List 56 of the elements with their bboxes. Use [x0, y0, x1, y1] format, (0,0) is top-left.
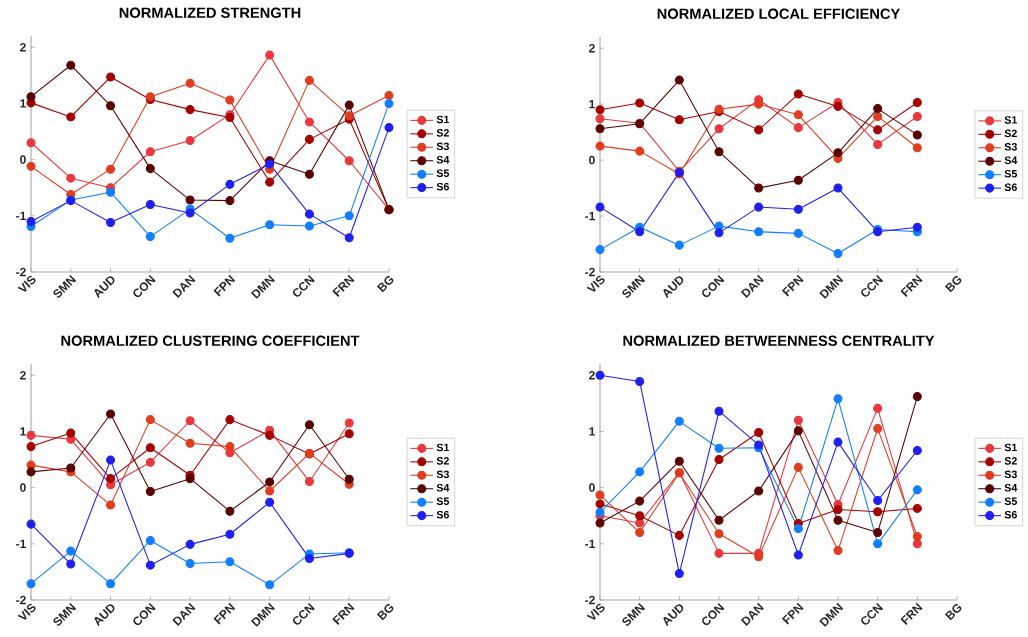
y-tick-label: 1	[589, 427, 595, 436]
legend-label: S6	[1004, 183, 1017, 191]
legend-label: S3	[1004, 470, 1017, 479]
y-tick-label: 2	[589, 371, 595, 380]
legend-label: S2	[436, 457, 449, 465]
y-tick-label: 1	[20, 99, 26, 108]
chart-title: NORMALIZED STRENGTH	[119, 7, 301, 18]
chart-title: NORMALIZED BETWEENNESS CENTRALITY	[623, 335, 935, 346]
y-tick-label: 1	[589, 100, 595, 109]
y-tick-label: 0	[589, 155, 595, 165]
legend-label: S4	[436, 156, 450, 164]
y-tick-label: 2	[20, 371, 26, 380]
y-tick-label: 0	[589, 483, 595, 492]
y-tick-label: -1	[585, 211, 595, 221]
legend-label: S5	[1004, 169, 1018, 178]
y-tick-label: 2	[589, 44, 595, 53]
legend-label: S5	[436, 497, 450, 505]
legend-label: S1	[436, 115, 450, 124]
x-tick-label: VIS	[586, 603, 605, 620]
legend-label: S5	[1004, 497, 1018, 505]
legend-label: S6	[436, 510, 449, 519]
legend-label: S3	[436, 470, 449, 479]
x-tick-label: VIS	[586, 275, 605, 292]
legend-label: S4	[436, 484, 450, 492]
y-tick-label: -2	[16, 267, 26, 277]
legend-label: S3	[1004, 143, 1017, 151]
y-tick-label: 2	[20, 43, 26, 52]
x-tick-label: BG	[944, 604, 962, 621]
legend-label: S1	[1004, 116, 1018, 124]
y-tick-label: -2	[585, 595, 595, 605]
legend-label: S1	[1004, 443, 1018, 452]
x-tick-label: BG	[376, 276, 394, 293]
x-tick-label: VIS	[17, 275, 36, 292]
x-tick-label: BG	[944, 276, 962, 293]
x-tick-label: BG	[376, 604, 394, 621]
chart-title: NORMALIZED LOCAL EFFICIENCY	[657, 8, 901, 19]
legend-label: S3	[436, 142, 449, 151]
legend-label: S6	[436, 182, 449, 191]
y-tick-label: -2	[16, 595, 26, 605]
y-tick-label: -2	[585, 267, 595, 277]
y-tick-label: 0	[20, 483, 26, 492]
x-tick-label: VIS	[17, 603, 36, 620]
legend-label: S2	[1004, 457, 1017, 465]
legend-label: S4	[1004, 484, 1018, 492]
legend-label: S4	[1004, 156, 1018, 165]
y-tick-label: -1	[16, 211, 26, 220]
chart-title: NORMALIZED CLUSTERING COEFFICIENT	[61, 335, 360, 346]
legend-label: S6	[1004, 510, 1017, 519]
y-tick-label: -1	[16, 539, 26, 548]
legend-label: S2	[436, 129, 449, 137]
legend-label: S2	[1004, 129, 1017, 138]
y-tick-label: 0	[20, 155, 26, 164]
legend-label: S1	[436, 443, 450, 452]
y-tick-label: -1	[585, 539, 595, 548]
y-tick-label: 1	[20, 427, 26, 436]
legend-label: S5	[436, 169, 450, 177]
